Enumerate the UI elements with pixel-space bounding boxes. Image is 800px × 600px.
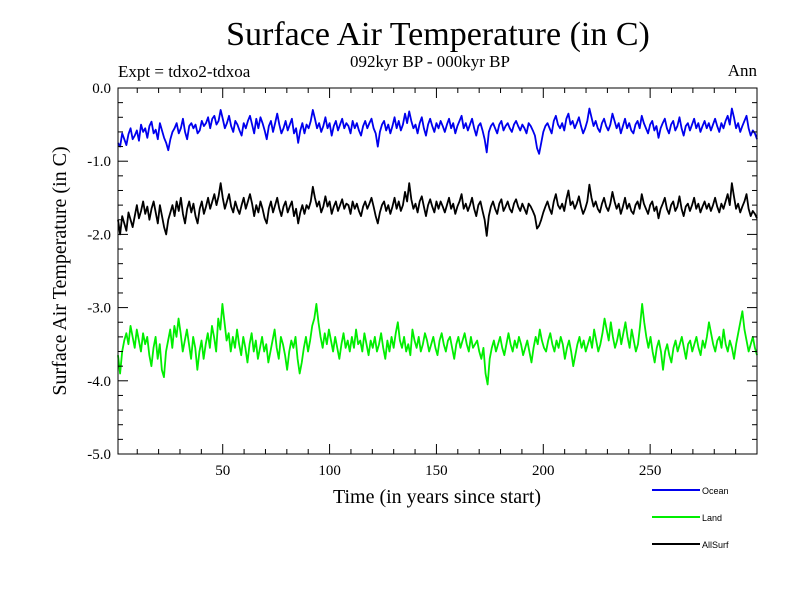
series-line-allsurf [117, 182, 758, 237]
experiment-label: Expt = tdxo2-tdxoa [118, 62, 251, 81]
chart-subtitle: 092kyr BP - 000kyr BP [350, 52, 510, 71]
series-line-land [117, 303, 758, 386]
x-tick-label: 200 [532, 463, 555, 479]
y-tick-label: -4.0 [87, 374, 111, 390]
series-line-ocean [117, 107, 758, 155]
legend: Ocean Land AllSurf [652, 486, 729, 550]
y-tick-label: -1.0 [87, 154, 111, 170]
x-tick-label: 100 [318, 463, 341, 479]
y-tick-label: -5.0 [87, 447, 111, 463]
legend-label-land: Land [702, 513, 722, 523]
y-tick-label: -2.0 [87, 227, 111, 243]
y-axis-label: Surface Air Temperature (in C) [49, 146, 71, 395]
x-tick-label: 50 [215, 463, 230, 479]
plot-frame [117, 87, 758, 455]
legend-label-ocean: Ocean [702, 486, 729, 496]
y-tick-label: 0.0 [92, 81, 111, 97]
x-tick-label: 250 [639, 463, 662, 479]
legend-label-allsurf: AllSurf [702, 540, 729, 550]
chart-title: Surface Air Temperature (in C) [226, 16, 650, 53]
ticks-layer: 50 100 150 200 250 -5.0 -4.0 -3.0 -2.0 -1.0 0.0 [87, 81, 757, 479]
series-layer [117, 107, 758, 386]
x-axis-label: Time (in years since start) [333, 486, 541, 508]
x-tick-label: 150 [425, 463, 448, 479]
y-tick-label: -3.0 [87, 301, 111, 317]
season-label: Ann [727, 61, 757, 80]
